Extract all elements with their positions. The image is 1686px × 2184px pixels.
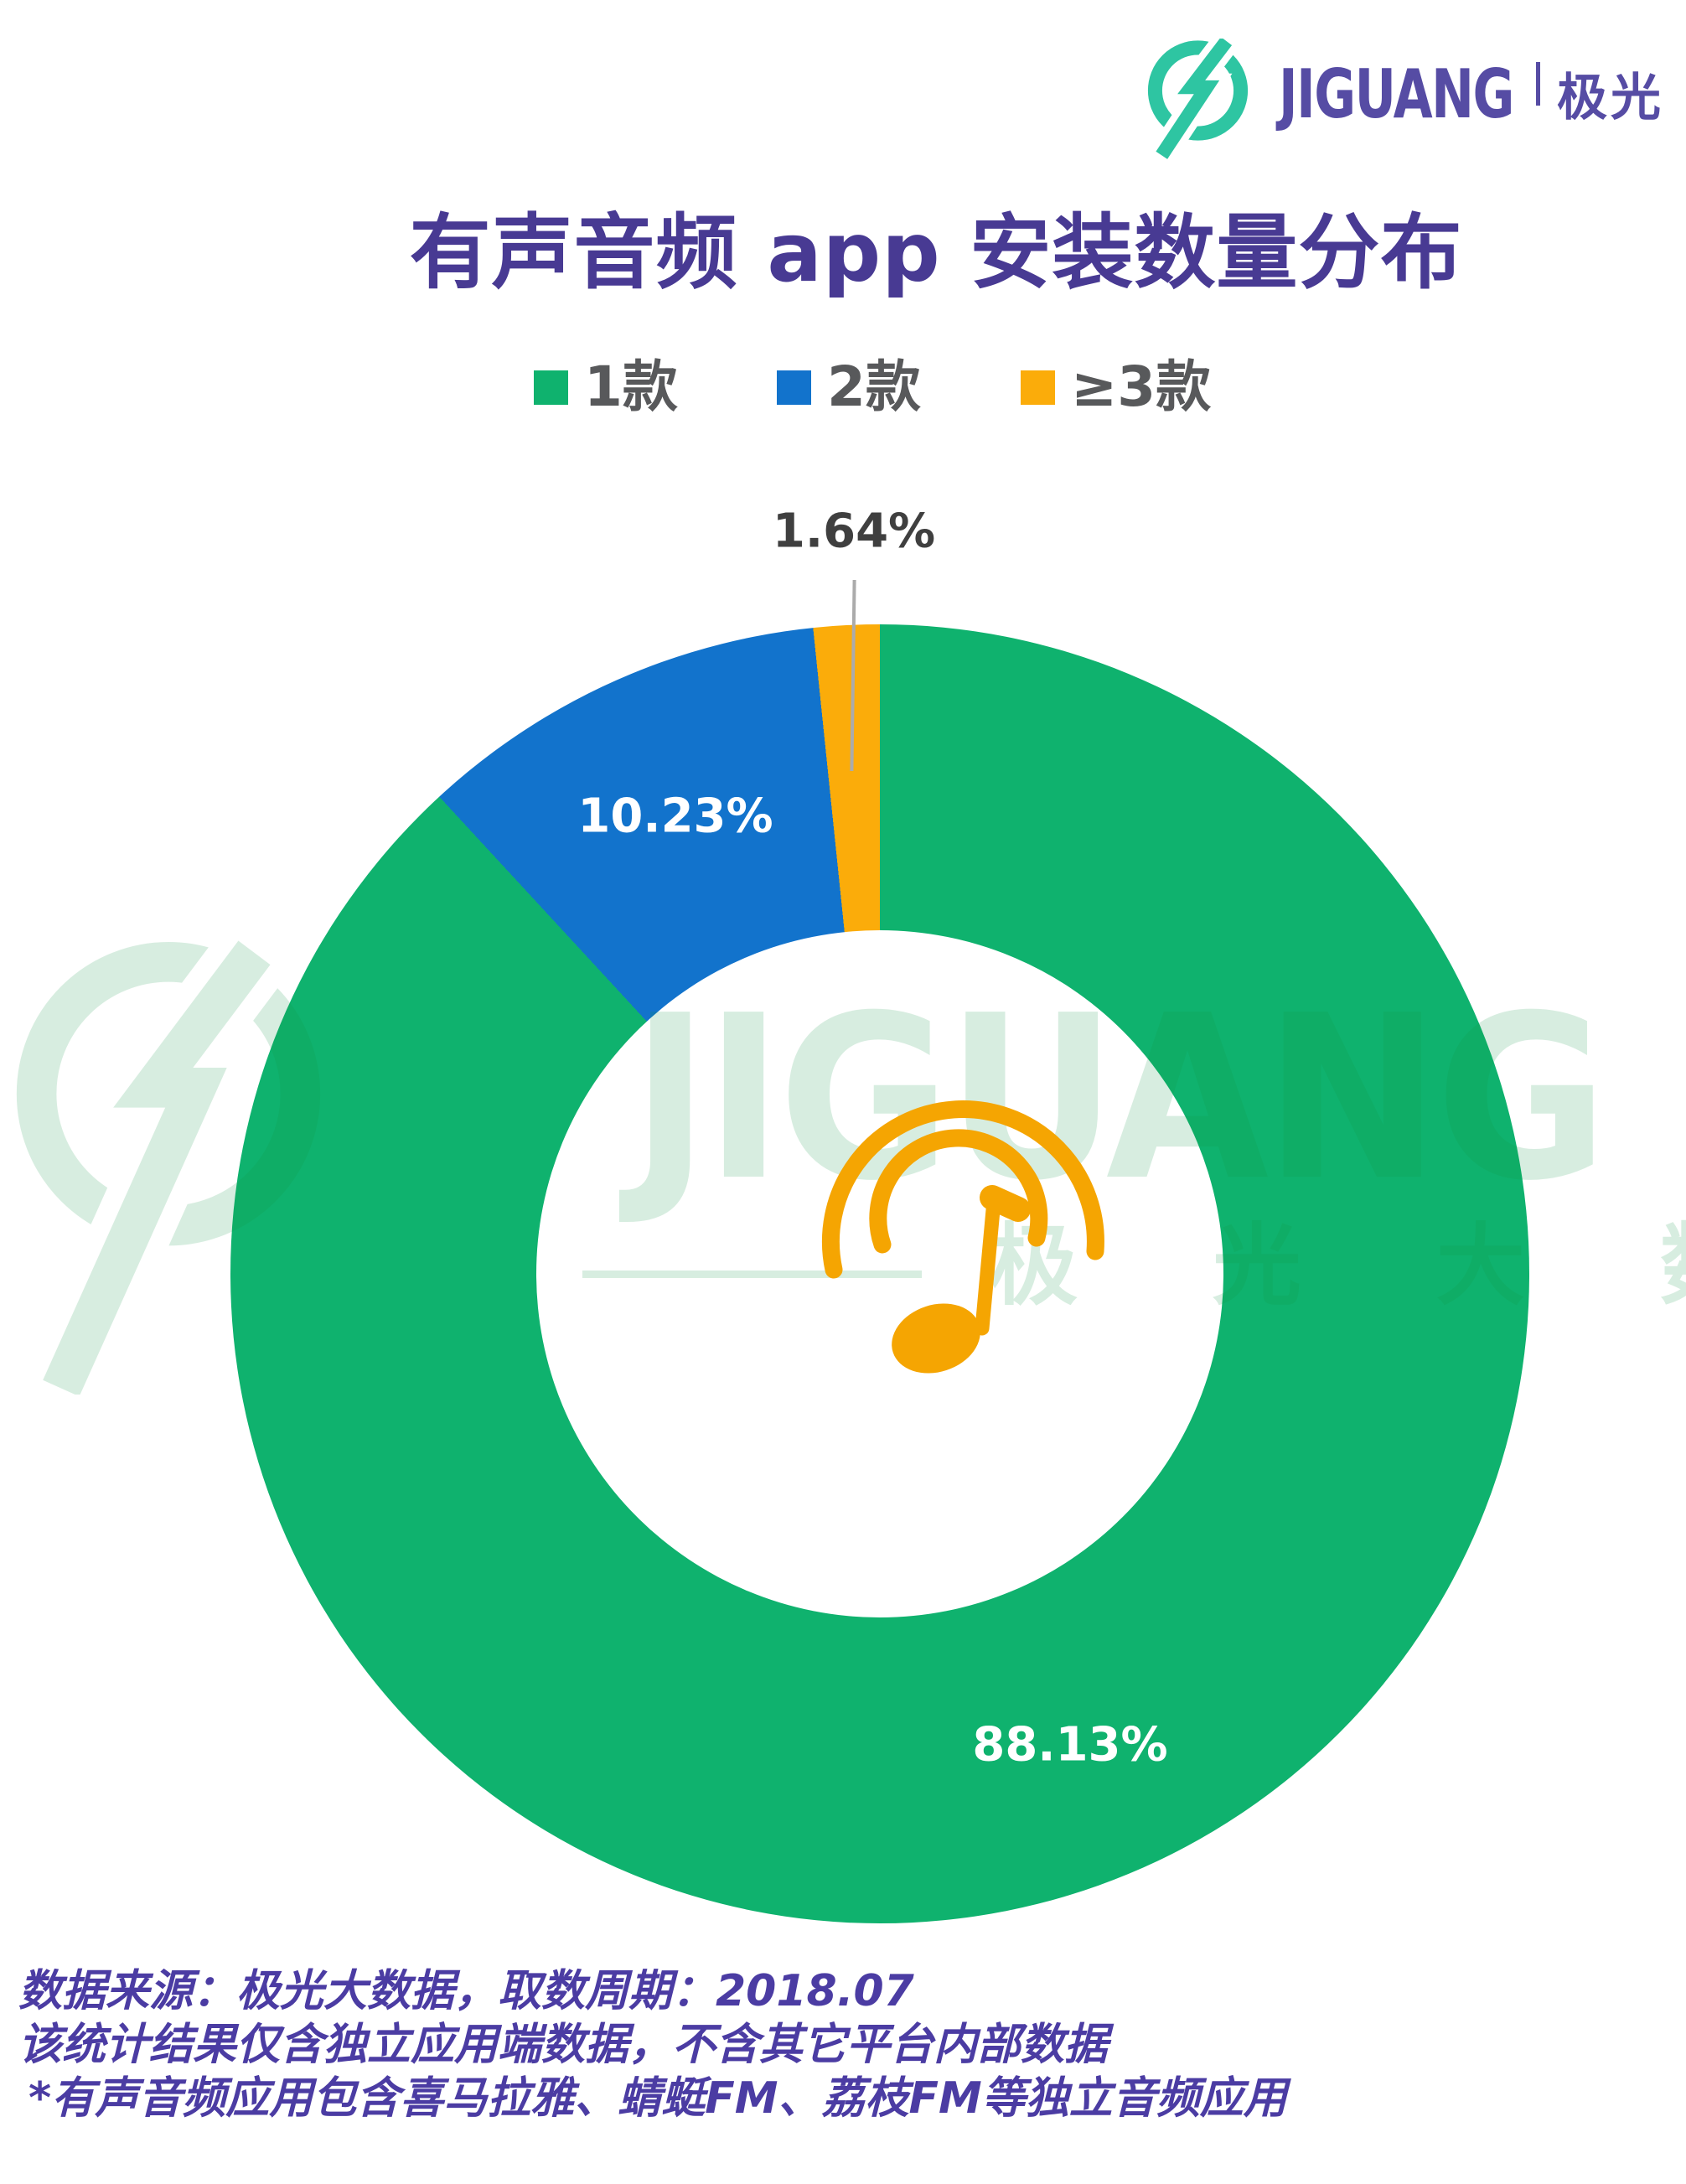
brand-name-cn: 极光 <box>1557 69 1664 127</box>
slice-label-3plus-kuan: 1.64% <box>772 504 936 559</box>
footer-line-scope: 该统计结果仅含独立应用端数据，不含其它平台内部数据 <box>18 2020 1109 2070</box>
header: JIGUANG 极光 <box>0 0 1686 184</box>
footer-notes: 数据来源：极光大数据，取数周期：2018.07 该统计结果仅含独立应用端数据，不… <box>18 1964 1287 2125</box>
legend-label: 2款 <box>827 355 921 419</box>
legend-swatch-orange <box>1021 370 1055 405</box>
legend-label: 1款 <box>584 355 678 419</box>
legend-swatch-green <box>534 370 568 405</box>
page-title: 有声音频 app 安装数量分布 <box>409 205 1463 300</box>
legend-item-2kuan: 2款 <box>777 360 921 415</box>
legend-swatch-blue <box>777 370 811 405</box>
slice-label-1kuan: 88.13% <box>972 1717 1168 1773</box>
legend-label: ≥3款 <box>1071 355 1212 419</box>
jiguang-logo-icon <box>1147 39 1249 160</box>
legend-item-3plus-kuan: ≥3款 <box>1021 360 1211 415</box>
donut-ring <box>230 624 1529 1923</box>
legend-item-1kuan: 1款 <box>534 360 678 415</box>
donut-hole <box>536 930 1223 1617</box>
brand-divider <box>1536 62 1540 106</box>
audio-note-icon <box>821 1100 1104 1374</box>
footer-line-apps: *有声音频应用包含喜马拉雅、蜻蜓FM、荔枝FM等独立音频应用 <box>28 2073 1287 2124</box>
brand-wordmark: JIGUANG <box>1279 55 1514 133</box>
footer-line-source: 数据来源：极光大数据，取数周期：2018.07 <box>18 1966 914 2016</box>
slice-label-2kuan: 10.23% <box>577 789 773 844</box>
